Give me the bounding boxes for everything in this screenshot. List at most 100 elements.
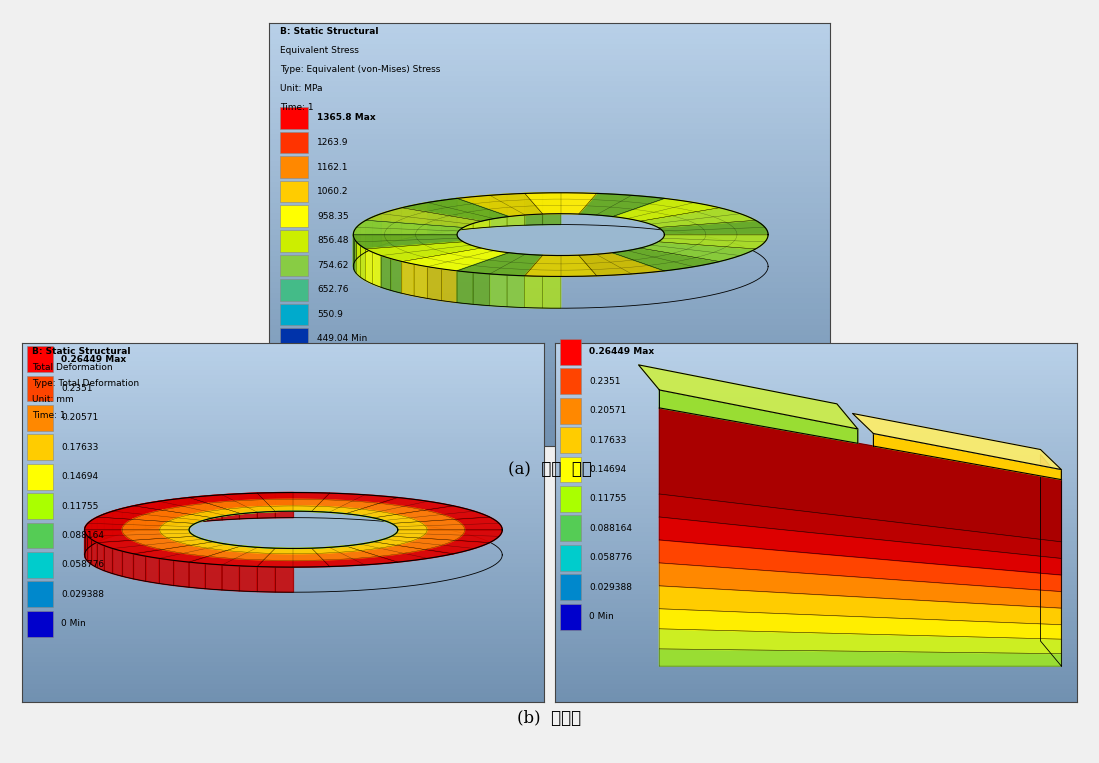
Bar — [269, 198, 830, 203]
Bar — [269, 282, 830, 288]
Polygon shape — [311, 511, 346, 513]
Polygon shape — [163, 546, 226, 556]
Bar — [22, 473, 544, 478]
Bar — [269, 155, 830, 160]
Bar — [269, 224, 830, 230]
Polygon shape — [146, 501, 159, 529]
Bar — [269, 256, 830, 261]
Bar — [22, 357, 544, 362]
Polygon shape — [354, 221, 464, 234]
Polygon shape — [85, 530, 133, 542]
Polygon shape — [264, 499, 323, 507]
Bar — [22, 365, 544, 370]
Bar — [22, 688, 544, 693]
Bar — [555, 424, 1077, 429]
Bar — [22, 563, 544, 568]
Polygon shape — [196, 518, 213, 523]
Bar — [22, 621, 544, 626]
Text: Unit: mm: Unit: mm — [33, 395, 74, 404]
Bar — [22, 505, 544, 509]
Bar — [269, 60, 830, 65]
Bar — [555, 501, 1077, 505]
Polygon shape — [163, 504, 226, 514]
Bar — [555, 688, 1077, 693]
FancyBboxPatch shape — [27, 493, 54, 519]
Polygon shape — [659, 517, 1062, 575]
Bar — [22, 420, 544, 424]
Polygon shape — [122, 551, 133, 579]
Bar — [555, 532, 1077, 536]
Polygon shape — [381, 256, 391, 291]
Polygon shape — [91, 539, 97, 568]
FancyBboxPatch shape — [280, 181, 309, 202]
Polygon shape — [174, 497, 189, 524]
Bar — [22, 693, 544, 697]
Polygon shape — [317, 500, 379, 509]
Bar — [22, 523, 544, 527]
Bar — [22, 465, 544, 468]
Bar — [22, 604, 544, 608]
Polygon shape — [241, 546, 276, 548]
Bar — [22, 362, 544, 365]
Bar — [269, 39, 830, 44]
Text: 0 Min: 0 Min — [62, 620, 86, 628]
FancyBboxPatch shape — [27, 552, 54, 578]
Bar — [555, 362, 1077, 365]
Bar — [555, 410, 1077, 415]
FancyBboxPatch shape — [560, 369, 581, 394]
Bar — [555, 397, 1077, 401]
Bar — [22, 621, 544, 626]
Bar — [269, 140, 830, 145]
Polygon shape — [86, 533, 88, 562]
Bar — [22, 388, 544, 393]
Polygon shape — [659, 494, 1062, 559]
Polygon shape — [374, 536, 419, 546]
Polygon shape — [86, 523, 88, 552]
FancyBboxPatch shape — [560, 545, 581, 571]
Bar — [269, 214, 830, 219]
FancyBboxPatch shape — [560, 427, 581, 453]
Bar — [269, 145, 830, 150]
Bar — [269, 324, 830, 330]
Bar — [269, 441, 830, 446]
Bar — [269, 44, 830, 50]
Bar — [22, 581, 544, 585]
Bar — [22, 451, 544, 456]
Bar — [269, 129, 830, 134]
Bar — [269, 118, 830, 124]
Bar — [555, 509, 1077, 513]
Bar — [269, 235, 830, 240]
Bar — [555, 388, 1077, 393]
FancyBboxPatch shape — [280, 107, 309, 129]
Polygon shape — [659, 649, 1062, 666]
Polygon shape — [659, 408, 1062, 542]
Bar — [22, 688, 544, 693]
Polygon shape — [853, 414, 1062, 469]
Polygon shape — [354, 238, 356, 274]
Polygon shape — [612, 198, 720, 221]
Bar — [269, 108, 830, 113]
FancyBboxPatch shape — [560, 486, 581, 512]
Polygon shape — [659, 540, 1062, 591]
Polygon shape — [473, 195, 490, 228]
Text: 1263.9: 1263.9 — [317, 138, 348, 147]
Polygon shape — [191, 509, 242, 518]
Bar — [22, 487, 544, 491]
Polygon shape — [360, 221, 366, 256]
Bar — [22, 509, 544, 513]
Bar — [22, 375, 544, 379]
Polygon shape — [490, 274, 507, 307]
Polygon shape — [189, 556, 264, 567]
Polygon shape — [507, 275, 524, 307]
Bar — [269, 367, 830, 372]
Bar — [269, 34, 830, 39]
Bar — [269, 102, 830, 108]
Polygon shape — [374, 518, 391, 523]
Polygon shape — [206, 564, 222, 590]
Bar — [555, 446, 1077, 451]
Polygon shape — [524, 276, 543, 308]
Bar — [555, 662, 1077, 666]
Bar — [269, 134, 830, 140]
Bar — [22, 639, 544, 644]
Bar — [555, 545, 1077, 549]
